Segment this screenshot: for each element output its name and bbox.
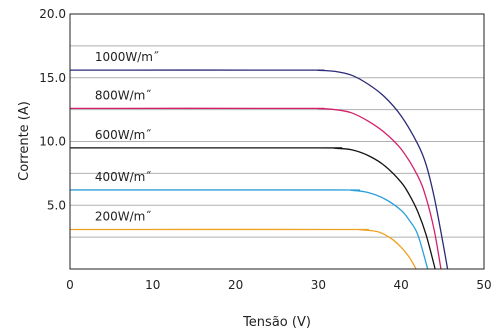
series-curves <box>69 69 449 270</box>
series-label: 400W/m˝ <box>95 170 152 184</box>
y-axis-label: Corrente (A) <box>17 101 32 181</box>
series-label: 200W/m˝ <box>95 209 152 223</box>
x-tick-label: 30 <box>311 278 326 292</box>
y-tick-label: 15.0 <box>39 71 66 85</box>
plot-frame <box>69 13 485 270</box>
grid-lines <box>70 45 484 238</box>
series-line <box>69 147 436 270</box>
y-tick-labels: 5.0 10.0 15.0 20.0 <box>39 7 66 212</box>
series-label: 1000W/m˝ <box>95 50 159 64</box>
y-tick-label: 5.0 <box>47 198 66 212</box>
y-tick-label: 10.0 <box>39 135 66 149</box>
x-tick-labels: 0 10 20 30 40 50 <box>66 278 491 292</box>
x-tick-label: 20 <box>228 278 243 292</box>
x-tick-label: 50 <box>476 278 491 292</box>
series-line <box>69 107 442 270</box>
series-labels: 1000W/m˝ 800W/m˝ 600W/m˝ 400W/m˝ 200W/m˝ <box>95 50 159 223</box>
y-tick-label: 20.0 <box>39 7 66 21</box>
series-line <box>69 69 449 270</box>
x-tick-label: 40 <box>394 278 409 292</box>
series-label: 600W/m˝ <box>95 128 152 142</box>
series-label: 800W/m˝ <box>95 88 152 102</box>
x-axis-label: Tensão (V) <box>242 315 311 330</box>
x-tick-label: 0 <box>66 278 74 292</box>
series-line <box>69 228 417 270</box>
x-tick-label: 10 <box>145 278 160 292</box>
series-line <box>69 189 429 270</box>
